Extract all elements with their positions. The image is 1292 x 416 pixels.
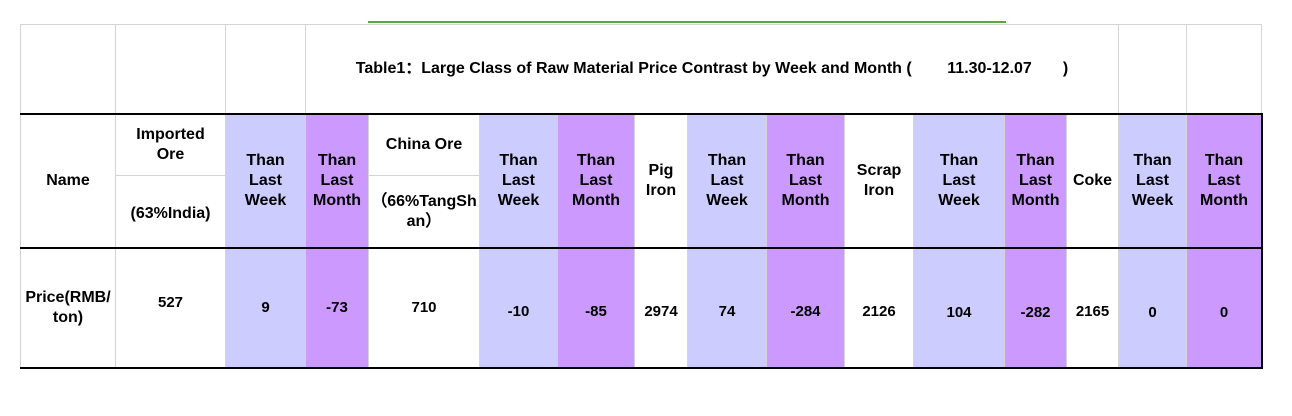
value-pig-month: -284 xyxy=(767,248,845,368)
header-china-ore-sub: （66%TangShan） xyxy=(369,176,480,248)
row-label: Price(RMB/ton) xyxy=(20,248,116,368)
header-imported-month: Than Last Month xyxy=(306,114,369,248)
value-china-ore: 710 xyxy=(369,248,480,368)
table-bottom-border xyxy=(20,367,1262,369)
header-scrap-iron: Scrap Iron xyxy=(845,114,914,248)
value-imported-ore: 527 xyxy=(116,248,226,368)
header-scrap-week: Than Last Week xyxy=(914,114,1005,248)
header-bottom-border xyxy=(20,247,1262,249)
header-china-week: Than Last Week xyxy=(480,114,558,248)
header-pig-week: Than Last Week xyxy=(688,114,767,248)
blank-cell xyxy=(1119,24,1187,114)
value-pig-week: 74 xyxy=(688,248,767,368)
header-imported-ore: Imported Ore xyxy=(116,114,226,176)
header-imported-week: Than Last Week xyxy=(226,114,306,248)
blank-cell xyxy=(226,24,306,114)
blank-cell xyxy=(116,24,226,114)
header-china-ore: China Ore xyxy=(369,114,480,176)
header-china-month: Than Last Month xyxy=(558,114,635,248)
header-top-border xyxy=(20,113,1262,115)
blank-cell xyxy=(20,24,116,114)
value-coke-week: 0 xyxy=(1119,248,1187,368)
header-pig-iron: Pig Iron xyxy=(635,114,688,248)
header-pig-month: Than Last Month xyxy=(767,114,845,248)
value-scrap-week: 104 xyxy=(914,248,1005,368)
header-imported-ore-sub: (63%India) xyxy=(116,176,226,248)
value-pig-iron: 2974 xyxy=(635,248,688,368)
header-scrap-month: Than Last Month xyxy=(1005,114,1067,248)
value-scrap-iron: 2126 xyxy=(845,248,914,368)
value-imported-month: -73 xyxy=(306,248,369,368)
header-name: Name xyxy=(20,114,116,248)
header-coke: Coke xyxy=(1067,114,1119,248)
blank-cell xyxy=(1187,24,1262,114)
value-china-month: -85 xyxy=(558,248,635,368)
value-scrap-month: -282 xyxy=(1005,248,1067,368)
table-title: Table1：Large Class of Raw Material Price… xyxy=(306,24,1119,114)
value-china-week: -10 xyxy=(480,248,558,368)
header-coke-month: Than Last Month xyxy=(1187,114,1262,248)
value-coke: 2165 xyxy=(1067,248,1119,368)
top-accent-line xyxy=(368,21,1006,23)
header-coke-week: Than Last Week xyxy=(1119,114,1187,248)
value-imported-week: 9 xyxy=(226,248,306,368)
table-right-border xyxy=(1261,113,1263,369)
value-coke-month: 0 xyxy=(1187,248,1262,368)
